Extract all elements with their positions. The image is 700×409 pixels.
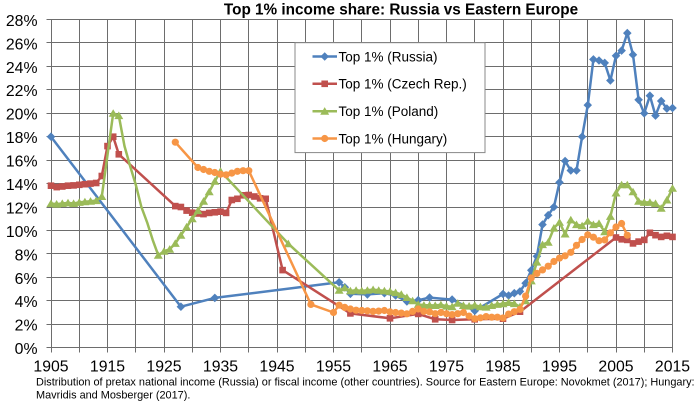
svg-text:4%: 4%	[15, 294, 38, 311]
svg-text:14%: 14%	[6, 177, 38, 194]
svg-text:28%: 28%	[6, 13, 38, 30]
svg-text:26%: 26%	[6, 36, 38, 53]
svg-text:22%: 22%	[6, 83, 38, 100]
svg-text:1965: 1965	[372, 358, 407, 375]
svg-text:1955: 1955	[316, 358, 351, 375]
svg-text:Top 1% (Czech Rep.): Top 1% (Czech Rep.)	[339, 77, 467, 92]
svg-text:18%: 18%	[6, 130, 38, 147]
svg-text:1925: 1925	[146, 358, 181, 375]
svg-text:1915: 1915	[90, 358, 125, 375]
svg-text:Top 1% (Hungary): Top 1% (Hungary)	[339, 131, 448, 146]
svg-text:Mavridis and Mosberger (2017).: Mavridis and Mosberger (2017).	[36, 390, 190, 402]
svg-text:1985: 1985	[485, 358, 520, 375]
svg-text:20%: 20%	[6, 107, 38, 124]
svg-text:12%: 12%	[6, 200, 38, 217]
svg-text:2015: 2015	[655, 358, 690, 375]
svg-text:24%: 24%	[6, 60, 38, 77]
svg-text:2%: 2%	[15, 318, 38, 335]
svg-text:0%: 0%	[15, 341, 38, 358]
svg-text:1935: 1935	[203, 358, 238, 375]
svg-text:Distribution of pretax nationa: Distribution of pretax national income (…	[36, 377, 695, 389]
svg-text:1945: 1945	[259, 358, 294, 375]
svg-text:1995: 1995	[542, 358, 577, 375]
svg-text:8%: 8%	[15, 247, 38, 264]
svg-text:6%: 6%	[15, 271, 38, 288]
svg-text:Top 1% (Poland): Top 1% (Poland)	[339, 104, 439, 119]
svg-text:2005: 2005	[598, 358, 633, 375]
svg-text:Top 1% income share: Russia vs: Top 1% income share: Russia vs Eastern E…	[224, 1, 578, 18]
svg-text:10%: 10%	[6, 224, 38, 241]
svg-text:16%: 16%	[6, 154, 38, 171]
svg-text:1905: 1905	[33, 358, 68, 375]
svg-text:1975: 1975	[429, 358, 464, 375]
svg-text:Top 1% (Russia): Top 1% (Russia)	[339, 49, 438, 64]
